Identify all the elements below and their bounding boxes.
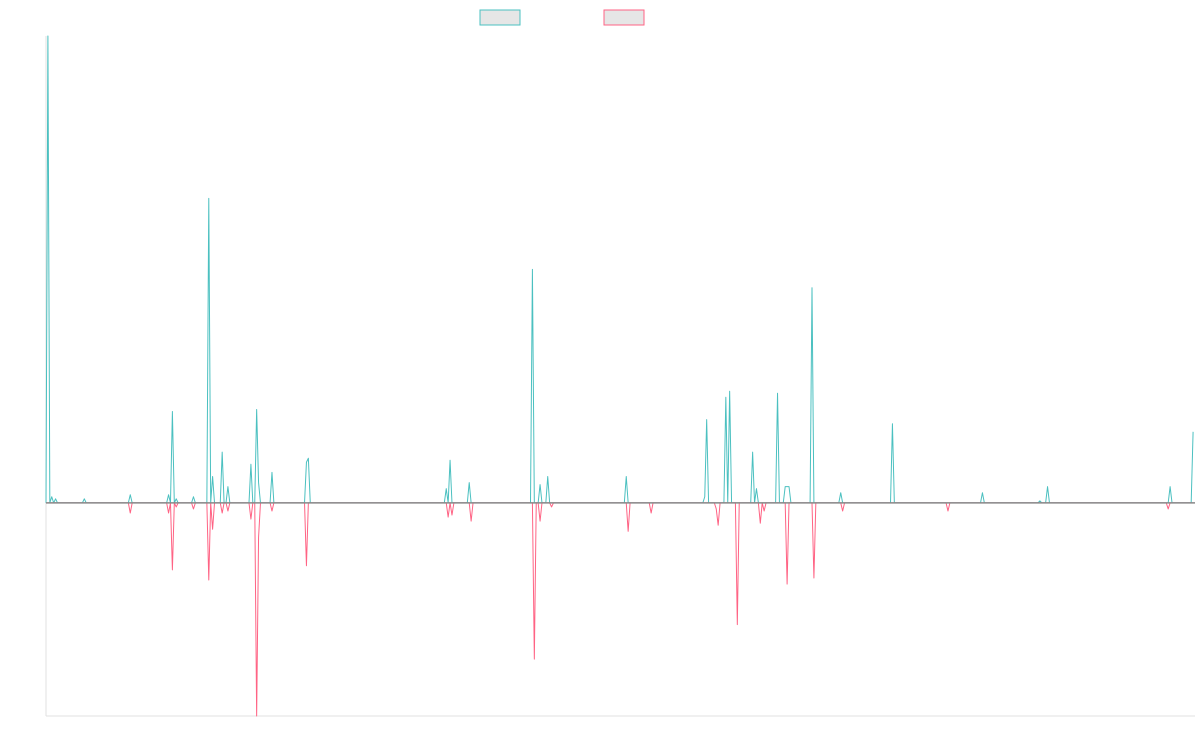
legend-swatch-1[interactable] <box>479 9 521 26</box>
series-line-1 <box>45 35 1194 504</box>
series-line-2 <box>46 502 1194 717</box>
series-layer <box>45 35 1194 717</box>
legend <box>479 9 645 26</box>
legend-swatch-2[interactable] <box>603 9 645 26</box>
